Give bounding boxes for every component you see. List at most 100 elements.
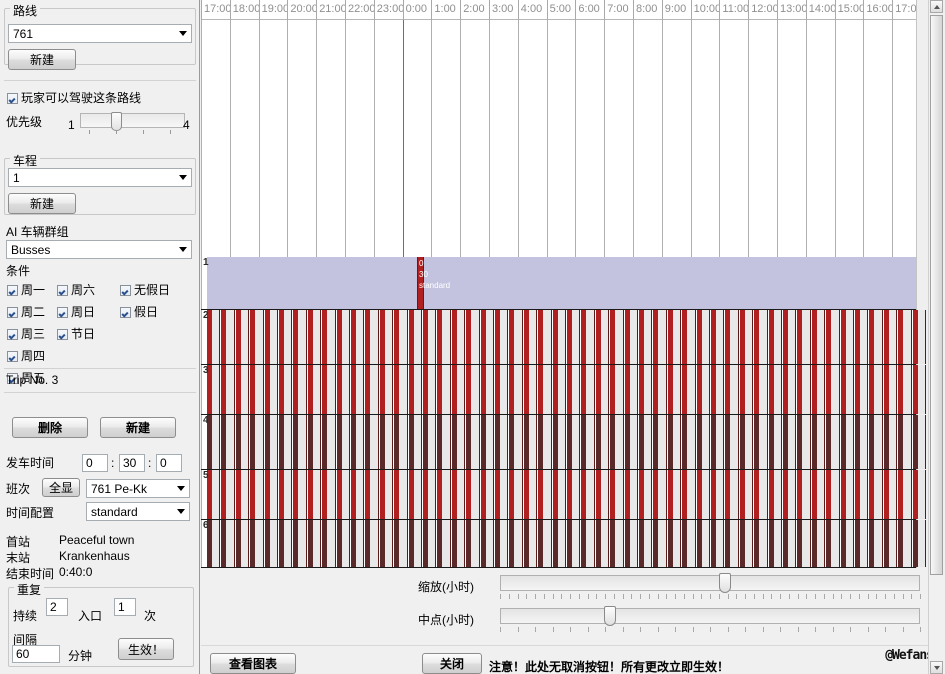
trip-bar[interactable] bbox=[595, 520, 601, 567]
trip-bar[interactable] bbox=[480, 470, 486, 519]
trip-bar[interactable] bbox=[466, 415, 472, 469]
trip-bar[interactable] bbox=[408, 520, 414, 567]
condition-holiday[interactable]: 假日 bbox=[120, 303, 158, 320]
trip-bar[interactable] bbox=[394, 310, 400, 364]
trip-bar[interactable] bbox=[624, 365, 630, 414]
trip-bar[interactable] bbox=[379, 310, 385, 364]
trip-bar[interactable] bbox=[250, 415, 256, 469]
trip-bar[interactable] bbox=[451, 365, 457, 414]
trip-bar[interactable] bbox=[667, 520, 673, 567]
trip-bar[interactable] bbox=[480, 310, 486, 364]
trip-bar[interactable] bbox=[682, 520, 688, 567]
service-combobox[interactable]: 761 Pe-Kk bbox=[86, 479, 190, 498]
trip-bar[interactable] bbox=[394, 470, 400, 519]
trip-bar[interactable] bbox=[883, 520, 889, 567]
timeline-ruler[interactable]: 17:00 18:00 19:00 20:00 21:00 22:00 23:00 0:00 1… bbox=[201, 0, 928, 20]
trip-bar[interactable] bbox=[725, 365, 731, 414]
trip-bar[interactable] bbox=[883, 365, 889, 414]
trip-bar[interactable] bbox=[207, 310, 212, 364]
trip-bar[interactable] bbox=[451, 520, 457, 567]
trip-bar[interactable] bbox=[509, 415, 515, 469]
new-trip-button[interactable]: 新建 bbox=[100, 417, 176, 438]
trip-bar[interactable] bbox=[739, 310, 745, 364]
trip-bar[interactable] bbox=[567, 365, 572, 414]
delete-button[interactable]: 删除 bbox=[12, 417, 88, 438]
trip-bar[interactable] bbox=[351, 365, 356, 414]
trip-bar[interactable] bbox=[351, 310, 356, 364]
trip-bar[interactable] bbox=[739, 365, 745, 414]
trip-bar[interactable] bbox=[811, 415, 817, 469]
trip-bar[interactable] bbox=[739, 470, 745, 519]
trip-bar[interactable] bbox=[696, 520, 702, 567]
trip-bar[interactable] bbox=[264, 470, 270, 519]
trip-bar[interactable] bbox=[639, 470, 644, 519]
trip-bar[interactable] bbox=[466, 520, 472, 567]
trip-bar[interactable] bbox=[293, 310, 299, 364]
trip-bar[interactable] bbox=[754, 310, 760, 364]
condition-no-holiday[interactable]: 无假日 bbox=[120, 281, 170, 298]
trip-bar[interactable] bbox=[840, 470, 846, 519]
trip-bar[interactable] bbox=[826, 310, 832, 364]
trip-bar[interactable] bbox=[437, 520, 443, 567]
trip-bar[interactable] bbox=[682, 310, 688, 364]
trip-bar[interactable] bbox=[322, 365, 328, 414]
trip-bar[interactable] bbox=[437, 310, 443, 364]
trip-bar[interactable] bbox=[639, 310, 644, 364]
trip-bar[interactable] bbox=[307, 365, 313, 414]
trip-bar[interactable] bbox=[235, 365, 241, 414]
view-chart-button[interactable]: 查看图表 bbox=[210, 653, 296, 674]
trip-bar[interactable] bbox=[581, 415, 587, 469]
trip-bar[interactable] bbox=[912, 365, 918, 414]
window-vertical-scrollbar[interactable] bbox=[928, 0, 945, 674]
departure-seconds-input[interactable] bbox=[156, 454, 182, 472]
trip-bar[interactable] bbox=[307, 470, 313, 519]
trip-bar[interactable] bbox=[351, 470, 356, 519]
trip-bar[interactable] bbox=[279, 520, 284, 567]
trip-bar[interactable] bbox=[639, 520, 644, 567]
trip-bar[interactable] bbox=[768, 520, 774, 567]
trip-bar[interactable] bbox=[307, 520, 313, 567]
route-combobox[interactable]: 761 bbox=[8, 24, 192, 43]
trip-bar[interactable] bbox=[509, 520, 515, 567]
trip-bar[interactable] bbox=[883, 310, 889, 364]
trip-bar[interactable] bbox=[581, 365, 587, 414]
trip-bar[interactable] bbox=[523, 310, 529, 364]
trip-bar[interactable] bbox=[379, 520, 385, 567]
trip-bar[interactable] bbox=[523, 470, 529, 519]
trip-bar[interactable] bbox=[711, 310, 716, 364]
trip-bar[interactable] bbox=[250, 365, 256, 414]
trip-bar[interactable] bbox=[394, 415, 400, 469]
trip-bar[interactable] bbox=[437, 365, 443, 414]
trip-bar[interactable] bbox=[495, 310, 500, 364]
priority-slider-thumb[interactable] bbox=[111, 112, 122, 131]
trip-bar[interactable] bbox=[653, 365, 659, 414]
route-new-button[interactable]: 新建 bbox=[8, 49, 76, 70]
ai-group-combobox[interactable]: Busses bbox=[6, 240, 192, 259]
trip-bar[interactable] bbox=[667, 415, 673, 469]
trip-bar[interactable] bbox=[898, 520, 904, 567]
close-button[interactable]: 关闭 bbox=[422, 653, 482, 674]
trip-bar[interactable] bbox=[495, 520, 500, 567]
condition-thu[interactable]: 周四 bbox=[7, 347, 45, 364]
trip-bar[interactable] bbox=[423, 310, 428, 364]
scroll-up-arrow[interactable] bbox=[930, 0, 943, 13]
trip-bar[interactable] bbox=[538, 520, 544, 567]
trip-bar[interactable] bbox=[423, 470, 428, 519]
zoom-slider[interactable] bbox=[500, 573, 920, 593]
trip-bar[interactable] bbox=[480, 365, 486, 414]
trip-bar[interactable] bbox=[783, 470, 788, 519]
trip-bar[interactable] bbox=[610, 365, 616, 414]
trip-bar[interactable] bbox=[423, 365, 428, 414]
trip-bar[interactable] bbox=[221, 470, 227, 519]
trip-bar[interactable] bbox=[567, 310, 572, 364]
trip-bar[interactable] bbox=[365, 365, 371, 414]
trip-bar[interactable] bbox=[523, 365, 529, 414]
trip-bar[interactable] bbox=[811, 365, 817, 414]
trip-bar[interactable] bbox=[394, 520, 400, 567]
trip-bar[interactable] bbox=[207, 520, 212, 567]
trip-bar[interactable] bbox=[639, 365, 644, 414]
trip-bar[interactable] bbox=[408, 415, 414, 469]
trip-bar[interactable] bbox=[495, 415, 500, 469]
trip-bar[interactable] bbox=[768, 310, 774, 364]
duration-input[interactable] bbox=[46, 598, 68, 616]
